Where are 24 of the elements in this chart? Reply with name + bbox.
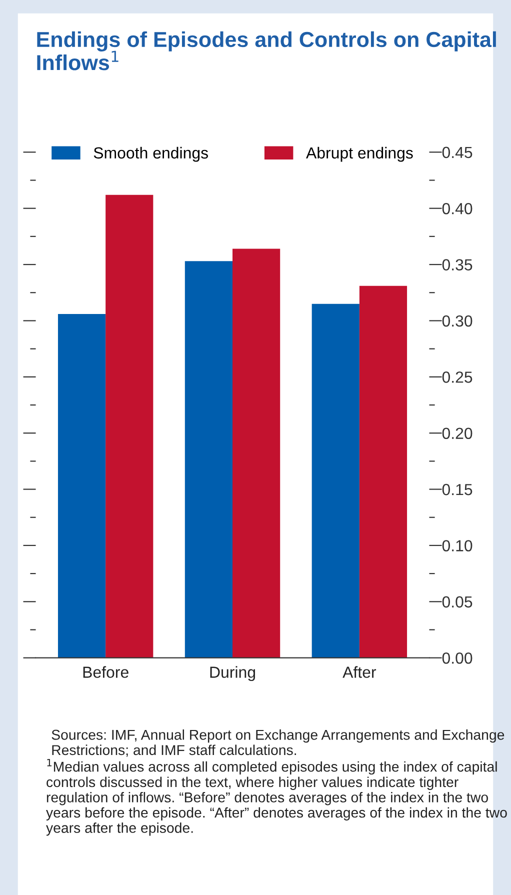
source-note: Sources: IMF, Annual Report on Exchange Arrangements and Exchange Restrictions; and IMF staff calculations. [52, 729, 504, 757]
y-tick-label: 0.05 [442, 596, 472, 608]
y-tick-label: 0.10 [442, 540, 472, 552]
x-tick-label: After [342, 666, 376, 678]
bar [184, 261, 233, 658]
y-tick-label: 0.40 [442, 202, 472, 214]
chart-title: Endings of Episodes and Controls on Capital Inflows$^{1}$ [37, 31, 496, 70]
bar [312, 304, 360, 658]
y-tick-label: 0.25 [442, 372, 472, 383]
bar [58, 314, 106, 658]
x-tick-label: Before [83, 666, 128, 678]
text: $^{1}$Median values across all completed episodes using the index of capital controls discussed in the text, where higher values indicate tighter regulation of inflows. “Before” denotes averages of the index in the two years before the episode. “After” denotes averages of the index in the two years after the episode. [46, 758, 507, 836]
legend-label: Smooth endings [94, 146, 208, 162]
legend-label: Abrupt endings [306, 146, 413, 162]
y-tick-label: 0.35 [442, 259, 472, 270]
bar [359, 286, 408, 658]
y-tick-label: 0.00 [442, 652, 472, 664]
x-tick-label: During [210, 666, 256, 682]
y-tick-label: 0.45 [442, 146, 472, 158]
y-tick-label: 0.20 [442, 428, 472, 440]
bar [232, 248, 280, 658]
bar [106, 194, 154, 658]
y-tick-label: 0.15 [442, 484, 472, 496]
y-tick-label: 0.30 [442, 315, 472, 327]
